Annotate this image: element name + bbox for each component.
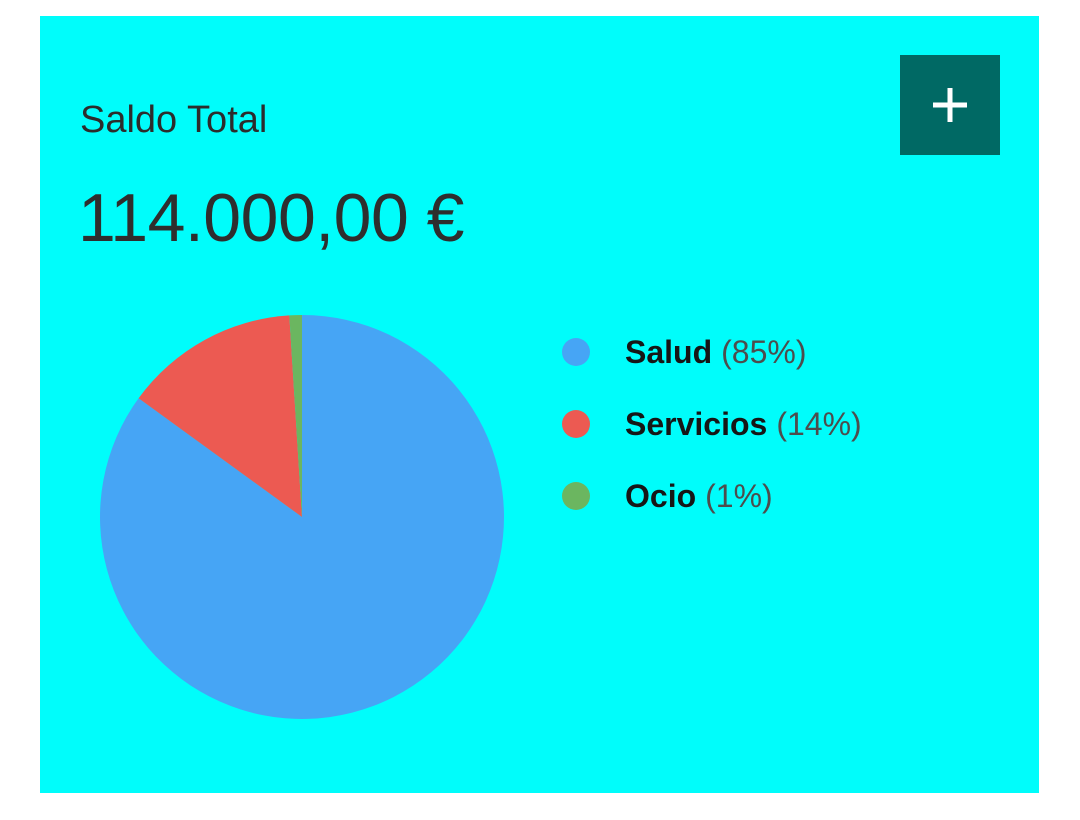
legend-item-servicios: Servicios (14%) <box>560 388 862 460</box>
legend-swatch <box>562 482 590 510</box>
chart-legend: Salud (85%) Servicios (14%) Ocio (1%) <box>560 316 862 532</box>
legend-label: Salud <box>625 333 713 370</box>
pie-slice-salud <box>100 315 505 719</box>
legend-item-ocio: Ocio (1%) <box>560 460 862 532</box>
total-balance-amount: 114.000,00 € <box>78 180 465 256</box>
legend-percent: (85%) <box>721 333 807 370</box>
pie-slice-servicios <box>138 315 302 517</box>
pie-slice-ocio <box>289 315 302 517</box>
legend-percent: (14%) <box>776 405 862 442</box>
legend-swatch <box>562 338 590 366</box>
legend-label: Servicios <box>625 405 768 442</box>
legend-swatch <box>562 410 590 438</box>
plus-icon <box>933 88 967 122</box>
pie-chart <box>100 315 505 719</box>
add-button[interactable] <box>900 55 1000 155</box>
card-title: Saldo Total <box>80 99 268 141</box>
legend-percent: (1%) <box>705 477 773 514</box>
legend-label: Ocio <box>625 477 697 514</box>
balance-card: Saldo Total 114.000,00 € Salud (85%) Servi… <box>40 16 1039 793</box>
legend-item-salud: Salud (85%) <box>560 316 862 388</box>
